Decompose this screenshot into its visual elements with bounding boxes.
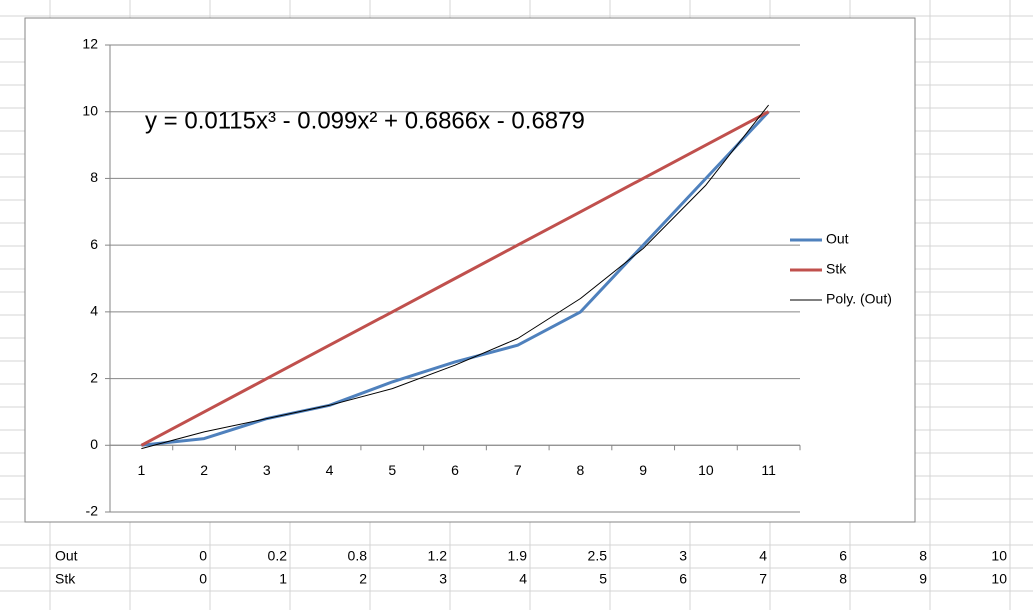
legend-label: Out — [826, 231, 849, 247]
cell-value: 3 — [439, 571, 447, 587]
cell-value: 1 — [279, 571, 287, 587]
cell-value: 7 — [759, 571, 767, 587]
y-tick-label: 2 — [90, 369, 98, 385]
x-tick-label: 3 — [263, 462, 271, 478]
row-header: Stk — [55, 571, 76, 587]
x-tick-label: 6 — [451, 462, 459, 478]
cell-value: 0.8 — [348, 548, 368, 564]
cell-value: 6 — [839, 548, 847, 564]
sheet-rows: Out 0 0.2 0.8 1.2 1.9 2.5 3 4 6 8 10 Stk 0 1 2 3 4 5 6 7 8 9 10 — [55, 548, 1007, 587]
cell-value: 4 — [519, 571, 527, 587]
x-tick-label: 4 — [326, 462, 334, 478]
cell-value: 8 — [839, 571, 847, 587]
x-tick-label: 10 — [698, 462, 714, 478]
x-tick-label: 8 — [577, 462, 585, 478]
cell-value: 8 — [919, 548, 927, 564]
y-tick-label: -2 — [86, 503, 99, 519]
x-tick-label: 1 — [137, 462, 145, 478]
cell-value: 2.5 — [588, 548, 608, 564]
x-tick-label: 9 — [639, 462, 647, 478]
cell-value: 4 — [759, 548, 767, 564]
cell-value: 10 — [991, 571, 1007, 587]
row-header: Out — [55, 548, 78, 564]
cell-value: 0.2 — [268, 548, 288, 564]
y-tick-label: 12 — [82, 36, 98, 52]
legend-label: Poly. (Out) — [826, 291, 892, 307]
x-tick-label: 5 — [388, 462, 396, 478]
series-line — [141, 110, 770, 447]
y-tick-label: 0 — [90, 436, 98, 452]
y-tick-label: 6 — [90, 236, 98, 252]
y-tick-label: 10 — [82, 102, 98, 118]
cell-value: 3 — [679, 548, 687, 564]
y-tick-label: 4 — [90, 303, 98, 319]
cell-value: 5 — [599, 571, 607, 587]
cell-value: 1.2 — [428, 548, 448, 564]
x-tick-label: 11 — [761, 462, 776, 478]
cell-value: 0 — [199, 571, 207, 587]
cell-value: 10 — [991, 548, 1007, 564]
cell-value: 1.9 — [508, 548, 528, 564]
cell-value: 0 — [199, 548, 207, 564]
legend-label: Stk — [826, 261, 847, 277]
series-line — [140, 110, 770, 447]
y-tick-label: 8 — [90, 169, 98, 185]
cell-value: 6 — [679, 571, 687, 587]
cell-value: 2 — [359, 571, 367, 587]
trendline-equation: y = 0.0115x³ - 0.099x² + 0.6866x - 0.687… — [145, 107, 585, 134]
x-tick-label: 2 — [200, 462, 208, 478]
x-tick-label: 7 — [514, 462, 522, 478]
series-line — [141, 104, 769, 450]
cell-value: 9 — [919, 571, 927, 587]
